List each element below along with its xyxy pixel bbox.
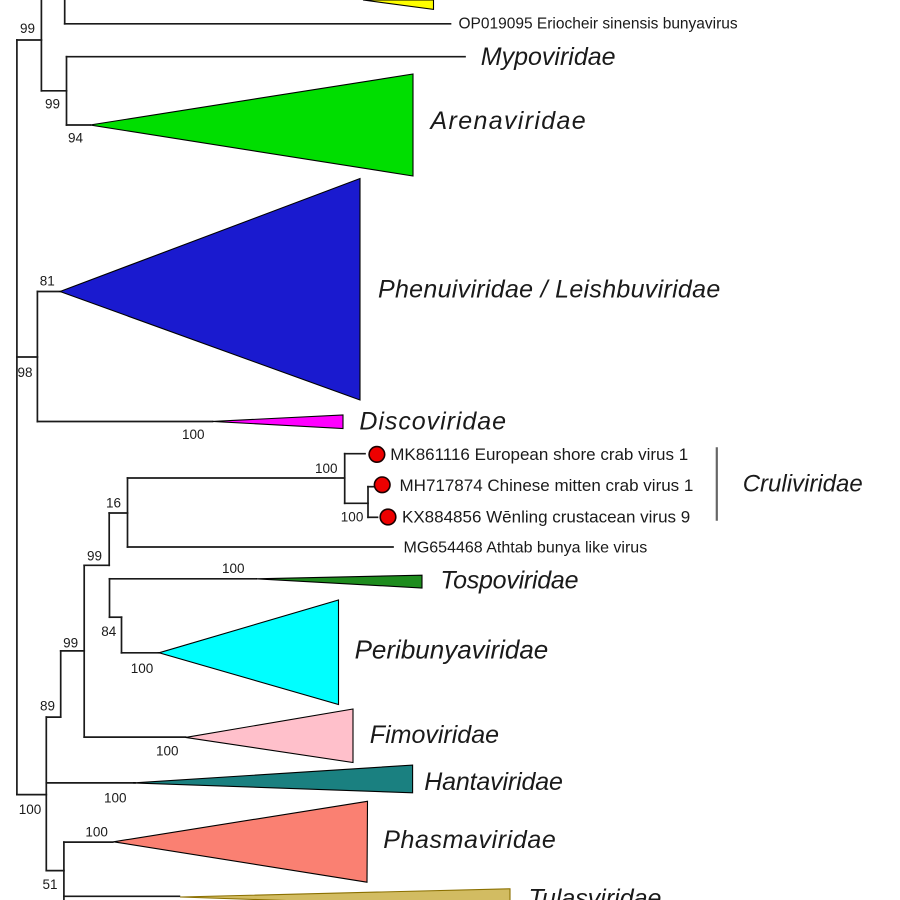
svg-text:MG654468 Athtab bunya like vir: MG654468 Athtab bunya like virus <box>404 539 648 556</box>
svg-text:81: 81 <box>40 274 55 289</box>
svg-text:99: 99 <box>45 96 60 111</box>
svg-text:99: 99 <box>63 635 78 650</box>
svg-text:100: 100 <box>104 791 127 806</box>
svg-text:Discoviridae: Discoviridae <box>359 408 507 436</box>
svg-text:Peribunyaviridae: Peribunyaviridae <box>355 634 549 664</box>
svg-text:Hantaviridae: Hantaviridae <box>424 768 563 796</box>
svg-text:OP019095 Eriocheir sinensis bu: OP019095 Eriocheir sinensis bunyavirus <box>459 15 738 32</box>
svg-text:89: 89 <box>40 699 55 714</box>
svg-text:100: 100 <box>85 824 108 839</box>
svg-text:Mypoviridae: Mypoviridae <box>481 43 616 71</box>
svg-text:94: 94 <box>68 131 84 146</box>
svg-text:99: 99 <box>20 21 35 36</box>
svg-text:100: 100 <box>182 427 205 442</box>
svg-text:Fimoviridae: Fimoviridae <box>370 721 499 749</box>
svg-text:Phasmaviridae: Phasmaviridae <box>383 826 556 854</box>
svg-text:100: 100 <box>156 744 179 759</box>
svg-text:84: 84 <box>101 624 117 639</box>
svg-text:MK861116 European shore crab v: MK861116 European shore crab virus 1 <box>390 445 688 464</box>
svg-text:100: 100 <box>341 510 364 525</box>
svg-text:Arenaviridae: Arenaviridae <box>429 107 588 135</box>
svg-text:Phenuiviridae / Leishbuviridae: Phenuiviridae / Leishbuviridae <box>378 276 721 304</box>
svg-text:51: 51 <box>43 877 58 892</box>
svg-text:Cruliviridae: Cruliviridae <box>743 470 863 497</box>
svg-text:KX884856 Wēnling crustacean vi: KX884856 Wēnling crustacean virus 9 <box>402 508 690 527</box>
svg-text:Tospoviridae: Tospoviridae <box>440 567 578 595</box>
svg-text:MH717874 Chinese mitten crab v: MH717874 Chinese mitten crab virus 1 <box>400 476 694 495</box>
svg-text:Tulasviridae: Tulasviridae <box>529 885 662 900</box>
svg-text:100: 100 <box>222 561 245 576</box>
svg-text:100: 100 <box>131 661 154 676</box>
svg-text:16: 16 <box>106 496 121 511</box>
svg-text:100: 100 <box>19 802 42 817</box>
svg-text:100: 100 <box>315 461 338 476</box>
svg-text:99: 99 <box>87 548 102 563</box>
svg-text:98: 98 <box>18 365 33 380</box>
